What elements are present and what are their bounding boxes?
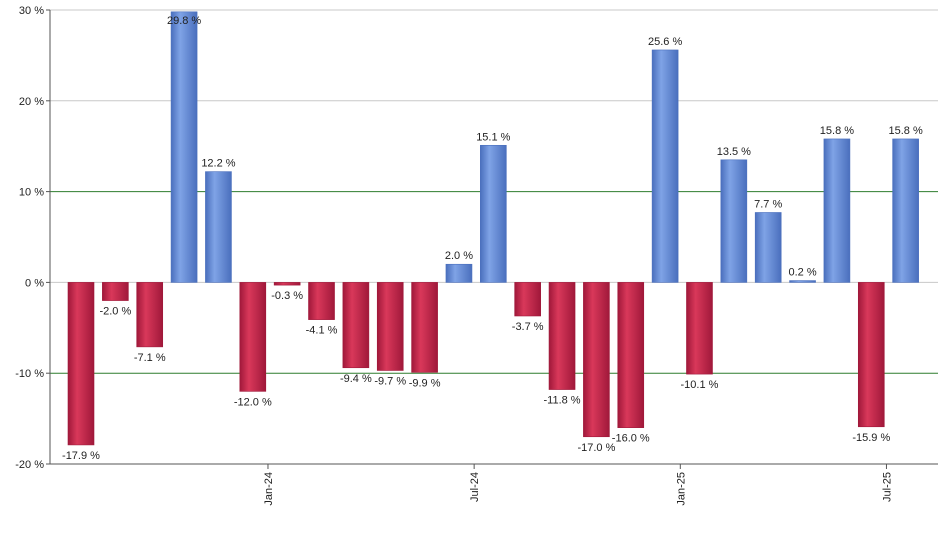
- bar-negative: [308, 282, 335, 320]
- bar-value-label: -4.1 %: [306, 325, 338, 337]
- bar-value-label: -7.1 %: [134, 352, 166, 364]
- x-tick-label: Jan-24: [263, 472, 275, 506]
- bar-value-label: -9.4 %: [340, 373, 372, 385]
- bar-negative: [548, 282, 576, 390]
- bar-negative: [102, 282, 129, 301]
- bar-negative: [239, 282, 267, 392]
- bar-negative: [67, 282, 95, 446]
- bar-value-label: -12.0 %: [234, 396, 272, 408]
- y-tick-label: -20 %: [15, 459, 44, 471]
- bar-value-label: -10.1 %: [681, 379, 719, 391]
- bar-value-label: 7.7 %: [754, 198, 782, 210]
- bar-value-label: -11.8 %: [543, 395, 580, 407]
- bar-value-label: 15.8 %: [889, 125, 923, 137]
- bar-negative: [857, 282, 885, 428]
- bar-positive: [445, 263, 473, 283]
- y-tick-label: 30 %: [19, 5, 44, 17]
- y-tick-label: 0 %: [25, 277, 44, 289]
- bar-value-label: 12.2 %: [201, 158, 235, 170]
- bar-positive: [720, 159, 748, 283]
- bar-value-label: -9.7 %: [374, 375, 406, 387]
- bar-value-label: 2.0 %: [445, 250, 473, 262]
- bar-negative: [342, 282, 370, 369]
- y-tick-label: 10 %: [19, 187, 44, 199]
- data-labels: -17.9 % -2.0 % -7.1 % 29.8 % 12.2 % -12.0 % -0…: [62, 15, 923, 462]
- bar-negative: [411, 282, 438, 373]
- y-tick-label: 20 %: [19, 96, 44, 108]
- x-tick-label: Jan-25: [675, 472, 687, 506]
- bar-value-label: 13.5 %: [717, 146, 751, 158]
- bar-value-label: -0.3 %: [271, 290, 303, 302]
- bar-positive: [480, 144, 507, 283]
- bar-value-label: -2.0 %: [99, 306, 131, 318]
- x-tick-label: Jul-25: [881, 472, 893, 502]
- bar-positive: [823, 138, 851, 283]
- bars: [67, 11, 919, 446]
- bar-value-label: -15.9 %: [852, 432, 890, 444]
- bar-value-label: 29.8 %: [167, 15, 201, 27]
- bar-value-label: -9.9 %: [409, 377, 441, 389]
- bar-negative: [514, 282, 541, 317]
- x-tick-label: Jul-24: [469, 472, 481, 502]
- bar-positive: [892, 138, 919, 283]
- bar-negative: [136, 282, 164, 348]
- bar-negative: [617, 282, 645, 428]
- bar-value-label: -3.7 %: [512, 321, 544, 333]
- bar-positive: [789, 280, 816, 283]
- bar-positive: [754, 212, 782, 283]
- bar-positive: [170, 11, 198, 283]
- axes: -20 % -10 % 0 % 10 % 20 % 30 % Jan-24 Jul-24 Jan…: [15, 5, 938, 506]
- bar-negative: [686, 282, 713, 375]
- bar-value-label: 15.1 %: [476, 131, 510, 143]
- bar-value-label: -16.0 %: [612, 433, 650, 445]
- bar-positive: [651, 49, 679, 283]
- bar-value-label: 0.2 %: [788, 267, 816, 279]
- bar-value-label: -17.9 %: [62, 450, 100, 462]
- bar-negative: [273, 282, 301, 286]
- bar-positive: [205, 171, 232, 283]
- bar-negative: [583, 282, 610, 438]
- bar-value-label: -17.0 %: [577, 442, 615, 454]
- y-tick-label: -10 %: [15, 368, 44, 380]
- bar-negative: [376, 282, 404, 371]
- bar-value-label: 15.8 %: [820, 125, 854, 137]
- bar-value-label: 25.6 %: [648, 36, 682, 48]
